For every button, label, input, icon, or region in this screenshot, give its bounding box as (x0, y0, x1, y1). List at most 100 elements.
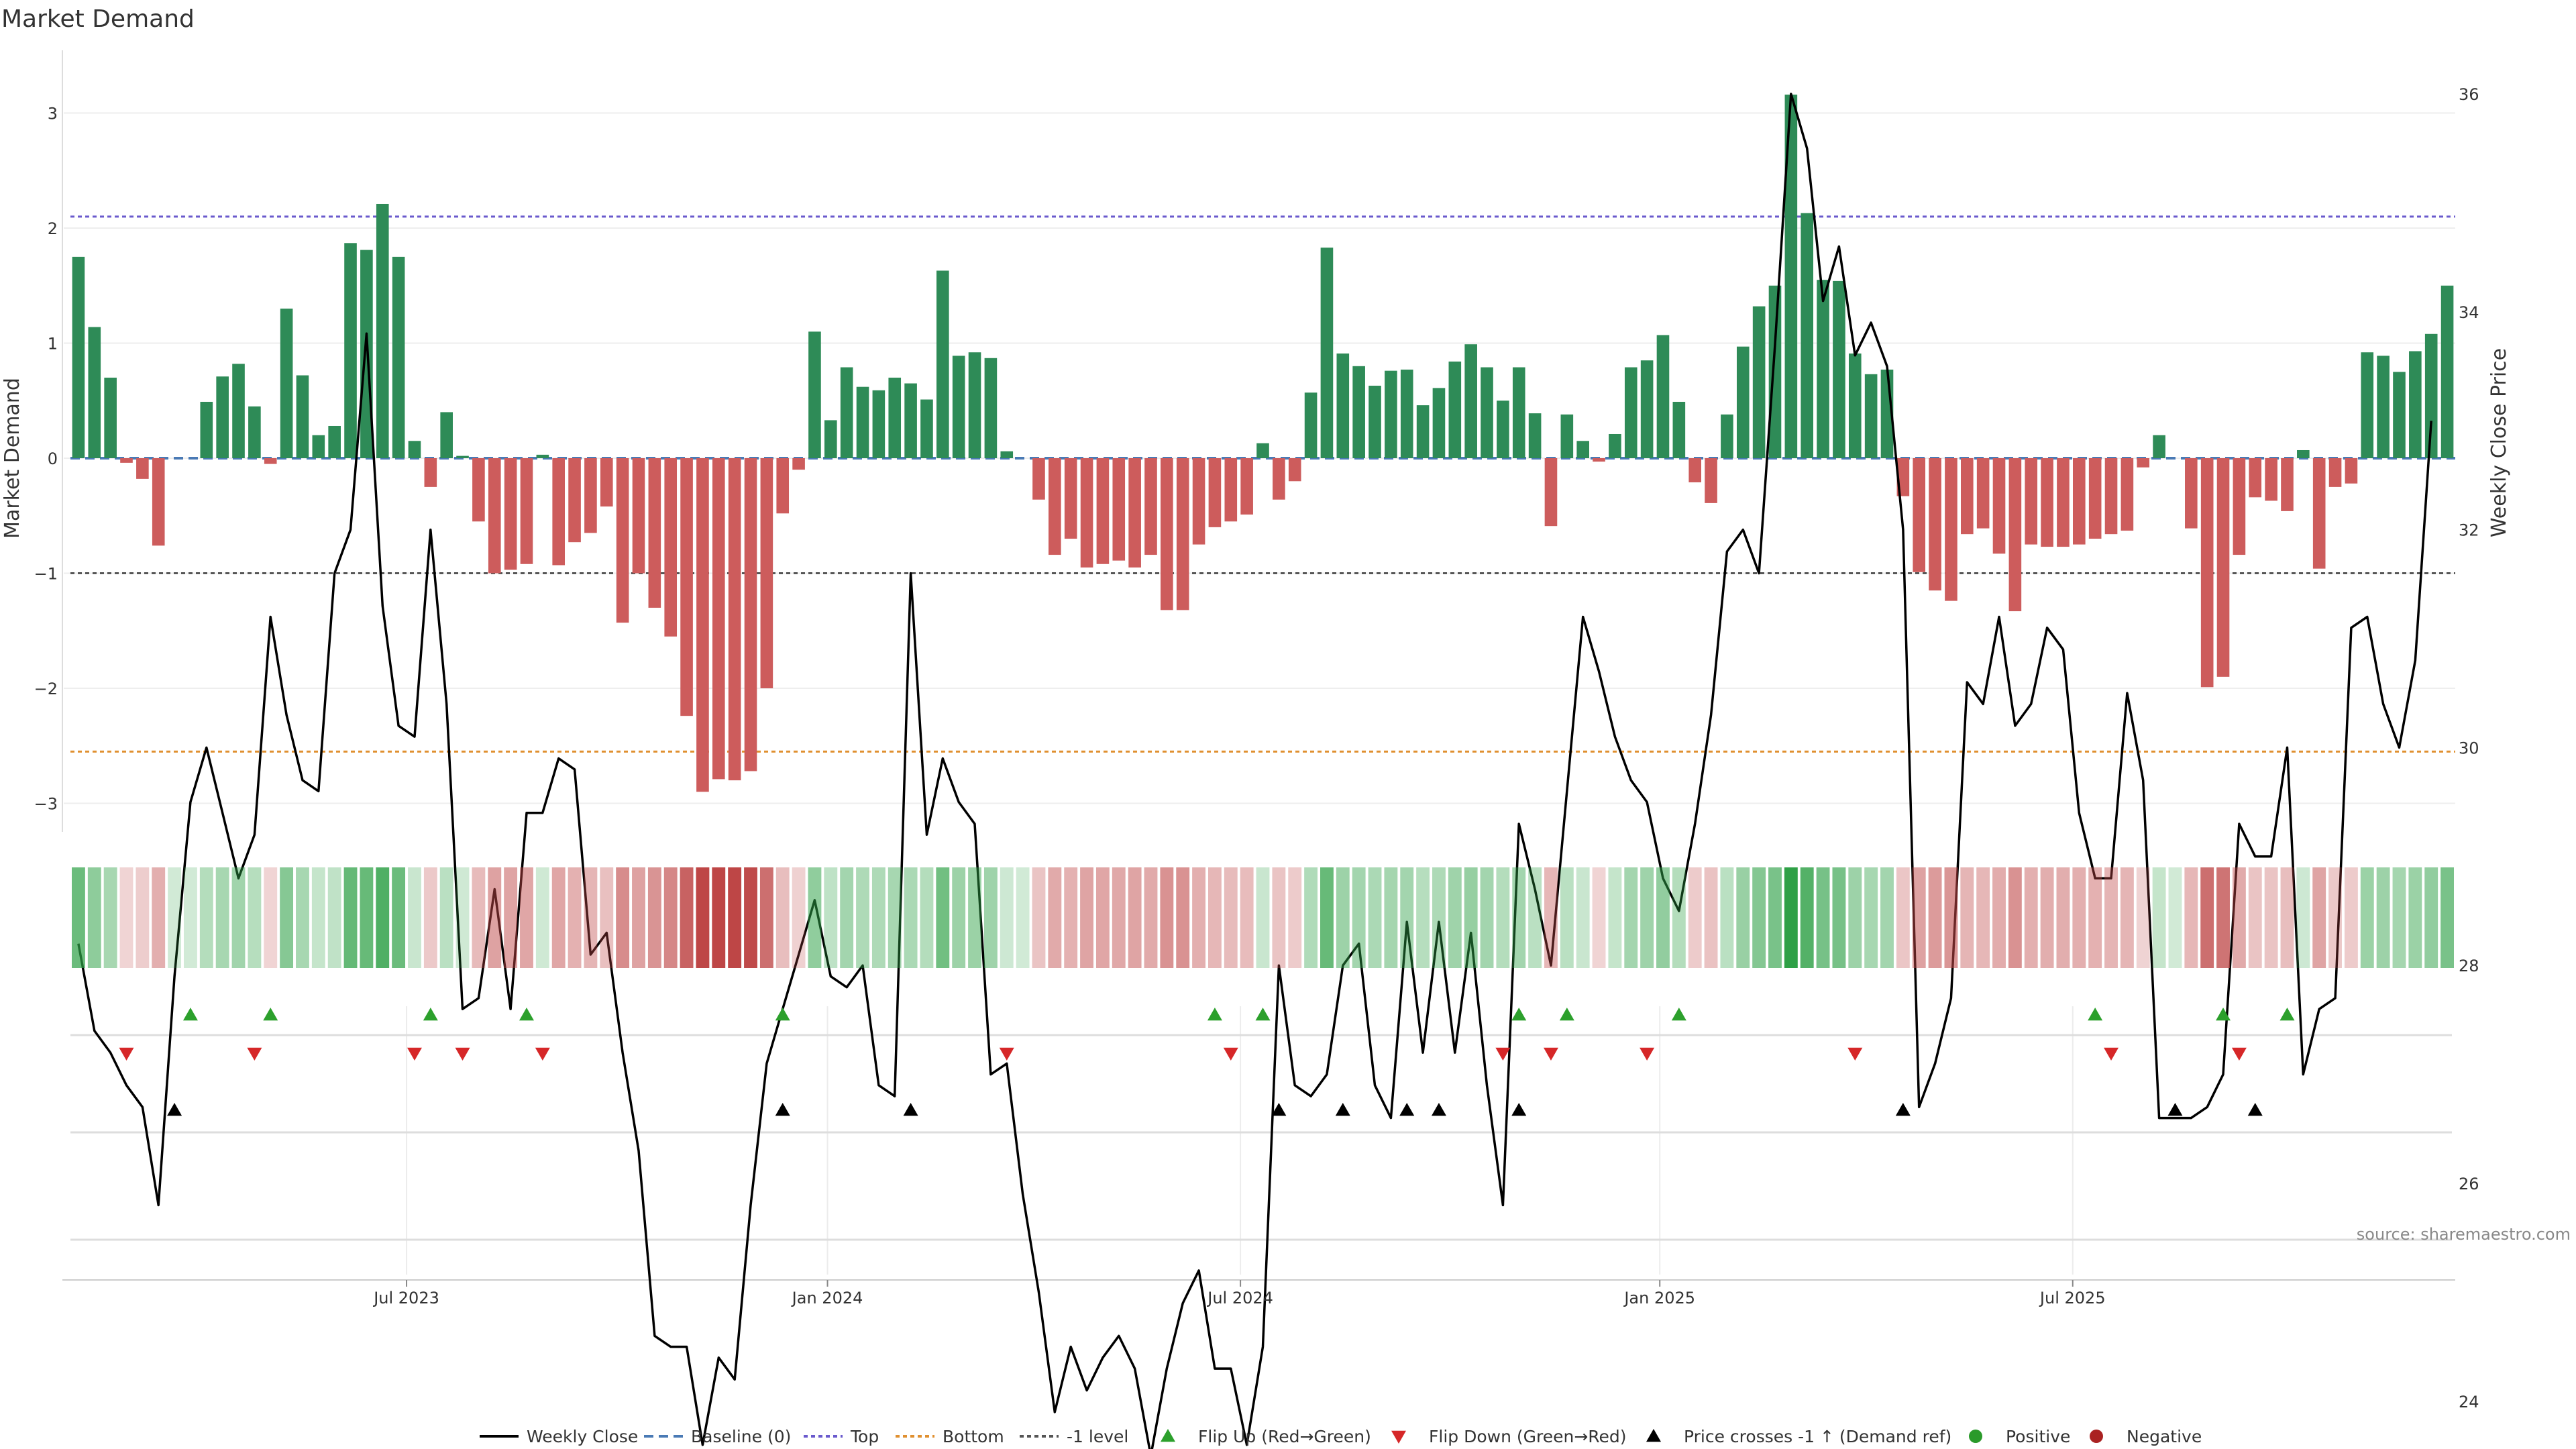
heat-cell (472, 867, 486, 968)
heat-cell (728, 867, 742, 968)
heat-cell (2280, 867, 2294, 968)
heat-cell (1752, 867, 1766, 968)
demand-bar (104, 377, 117, 458)
heat-cell (1032, 867, 1046, 968)
demand-bar (1848, 353, 1862, 458)
demand-bar (88, 327, 101, 458)
demand-bar (808, 331, 821, 458)
signal-markers (119, 1008, 2295, 1116)
heat-cell (392, 867, 406, 968)
x-tick-label: Jul 2023 (372, 1289, 439, 1307)
heat-cell (2408, 867, 2422, 968)
demand-bar (1656, 335, 1670, 458)
demand-bar (872, 390, 885, 458)
demand-bar (2281, 458, 2294, 511)
demand-bar (584, 458, 597, 533)
demand-bar (2409, 351, 2422, 458)
demand-bar (2297, 449, 2310, 458)
right-y-ticks: 24 26 28 30 32 34 36 (2459, 85, 2479, 1411)
demand-bar (2200, 458, 2214, 688)
heat-cell (1000, 867, 1014, 968)
y2-tick-label: 30 (2459, 739, 2479, 757)
heat-cell (663, 867, 678, 968)
demand-bar (2265, 458, 2277, 501)
demand-bar (1176, 458, 1189, 610)
heat-cell (311, 867, 325, 968)
demand-bar (1368, 385, 1381, 458)
demand-bar (920, 399, 933, 458)
heat-cell (2216, 867, 2230, 968)
flip-down-marker (2231, 1047, 2247, 1061)
demand-bar (1049, 458, 1061, 555)
price-cross-marker (1895, 1103, 1911, 1116)
heat-cell (1016, 867, 1030, 968)
heat-cell (2232, 867, 2246, 968)
heat-cell (2424, 867, 2438, 968)
heat-cell (343, 867, 358, 968)
heat-cell (1976, 867, 1990, 968)
heat-cell (520, 867, 533, 968)
heat-cell (1256, 867, 1270, 968)
demand-bar (1976, 458, 1990, 529)
heat-cell (103, 867, 117, 968)
heat-cell (264, 867, 278, 968)
demand-bar (600, 458, 613, 507)
heat-cell (1912, 867, 1926, 968)
heat-cell (1064, 867, 1078, 968)
flip-up-marker (2088, 1008, 2103, 1021)
heat-cell (376, 867, 390, 968)
legend-label: Top (850, 1427, 879, 1446)
heat-cell (551, 867, 566, 968)
demand-bar (712, 458, 725, 780)
demand-bar (2185, 458, 2198, 529)
heat-cell (1080, 867, 1093, 968)
demand-bar (760, 458, 773, 688)
demand-bar (1064, 458, 1077, 539)
heat-cell (408, 867, 421, 968)
heat-cell (1528, 867, 1542, 968)
flip-down-marker (1640, 1047, 1655, 1061)
legend-label: Price crosses -1 ↑ (Demand ref) (1684, 1427, 1951, 1446)
demand-bar (1464, 344, 1477, 458)
heat-cell (1624, 867, 1638, 968)
demand-bar (2025, 458, 2038, 545)
demand-bar (344, 243, 357, 458)
heat-cell (1656, 867, 1670, 968)
legend-label: -1 level (1067, 1427, 1128, 1446)
heat-cell (1496, 867, 1510, 968)
y-tick-label: −2 (34, 680, 58, 698)
demand-bar (424, 458, 437, 487)
price-cross-marker (1431, 1103, 1446, 1116)
demand-bar (664, 458, 678, 637)
heat-cell (87, 867, 101, 968)
heat-cell (119, 867, 133, 968)
heat-cell (215, 867, 229, 968)
heat-cell (2104, 867, 2118, 968)
heat-cell (136, 867, 150, 968)
demand-bar (1096, 458, 1110, 564)
demand-bar (2393, 372, 2406, 458)
heat-cell (1992, 867, 2006, 968)
heat-cell (199, 867, 213, 968)
heat-cell (296, 867, 309, 968)
demand-bar (776, 458, 790, 514)
demand-bar (312, 435, 325, 458)
weekly-close-line-group (77, 93, 2432, 1449)
heat-cell (1095, 867, 1110, 968)
heat-cell (616, 867, 630, 968)
heat-cell (1336, 867, 1350, 968)
legend-swatch-marker (1391, 1430, 1406, 1444)
heat-cell (327, 867, 341, 968)
demand-bar (504, 458, 517, 570)
heat-cell (1160, 867, 1174, 968)
demand-bar (472, 458, 485, 522)
demand-bar (1705, 458, 1717, 503)
heat-cell (152, 867, 166, 968)
heat-cell (1864, 867, 1878, 968)
heat-cell (1720, 867, 1734, 968)
demand-bar (1352, 366, 1365, 458)
legend: Weekly Close Baseline (0) Top Bottom -1 leve… (480, 1427, 2202, 1446)
flip-down-marker (247, 1047, 262, 1061)
legend-label: Positive (2006, 1427, 2070, 1446)
demand-bar (1544, 458, 1558, 527)
